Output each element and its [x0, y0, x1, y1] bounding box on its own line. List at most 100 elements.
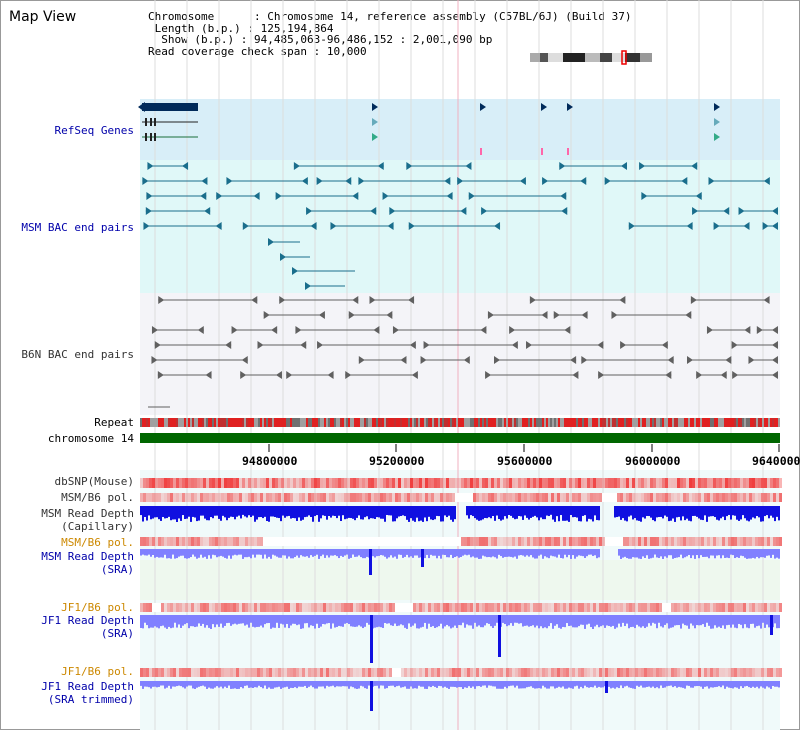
repeat-block: [240, 418, 242, 427]
read-depth-bar: [388, 615, 390, 624]
read-depth-bar: [142, 615, 144, 629]
variation-cell: [479, 603, 482, 612]
msm-bac-pair-end: [292, 267, 298, 275]
msm-bac-pair-end: [708, 177, 715, 185]
read-depth-bar: [584, 506, 586, 516]
variation-cell: [404, 478, 407, 488]
read-depth-bar: [140, 681, 142, 686]
read-depth-bar: [740, 681, 742, 687]
read-depth-bar: [458, 549, 460, 558]
variation-cell: [473, 537, 476, 546]
variation-cell: [644, 493, 647, 502]
variation-cell: [323, 493, 326, 502]
repeat-block: [582, 418, 584, 427]
variation-cell: [509, 537, 512, 546]
variation-cell: [599, 537, 602, 546]
variation-cell: [545, 537, 548, 546]
b6n-bac-pair-end: [240, 371, 247, 379]
repeat-block: [168, 418, 170, 427]
read-depth-bar: [342, 506, 344, 516]
track-label-msm-bac[interactable]: MSM BAC end pairs: [21, 221, 134, 234]
read-depth-bar: [682, 506, 684, 517]
read-depth-bar: [526, 506, 528, 518]
repeat-block: [220, 418, 222, 427]
read-depth-bar: [744, 681, 746, 687]
variation-cell: [548, 493, 551, 502]
read-depth-bar: [260, 506, 262, 518]
gene-exon: [154, 118, 156, 126]
variation-cell: [323, 478, 326, 488]
read-depth-bar: [278, 615, 280, 628]
variation-cell: [557, 478, 560, 488]
read-depth-bar: [646, 549, 648, 556]
region-info: Chromosome : Chromosome 14, reference as…: [148, 10, 632, 58]
read-depth-bar: [450, 681, 452, 687]
read-depth-bar: [424, 615, 426, 623]
read-depth-bar: [182, 549, 184, 556]
read-depth-bar: [534, 506, 536, 516]
read-depth-bar: [376, 681, 378, 686]
read-depth-bar: [552, 549, 554, 557]
read-depth-bar: [720, 549, 722, 559]
read-depth-bar: [674, 549, 676, 558]
variation-cell: [680, 478, 683, 488]
variation-cell: [191, 668, 194, 677]
read-depth-bar: [444, 681, 446, 687]
repeat-block: [718, 418, 720, 427]
variation-cell: [584, 668, 587, 677]
variation-cell: [242, 603, 245, 612]
read-depth-bar: [352, 506, 354, 519]
variation-cell: [662, 537, 665, 546]
variation-cell: [653, 668, 656, 677]
variation-cell: [281, 668, 284, 677]
variation-cell: [299, 493, 302, 502]
variation-cell: [191, 478, 194, 488]
variation-cell: [269, 668, 272, 677]
read-depth-bar: [526, 549, 528, 556]
read-depth-bar: [728, 615, 730, 625]
read-depth-bar: [180, 506, 182, 521]
read-depth-bar: [662, 615, 664, 628]
variation-cell: [197, 537, 200, 546]
repeat-block: [404, 418, 406, 427]
read-depth-bar: [588, 506, 590, 519]
read-depth-bar: [248, 615, 250, 628]
read-depth-bar: [638, 549, 640, 559]
variation-cell: [476, 493, 479, 502]
track-label-b6n-bac[interactable]: B6N BAC end pairs: [21, 348, 134, 361]
read-depth-bar: [282, 681, 284, 688]
read-depth-bar: [494, 681, 496, 687]
read-depth-bar: [472, 681, 474, 687]
variation-cell: [605, 478, 608, 488]
read-depth-bar: [416, 506, 418, 518]
repeat-block: [510, 418, 512, 427]
read-depth-bar: [340, 506, 342, 522]
track-label-refseq[interactable]: RefSeq Genes: [54, 124, 134, 137]
variation-cell: [437, 668, 440, 677]
variation-cell: [380, 603, 383, 612]
variation-cell: [395, 603, 398, 612]
repeat-block: [524, 418, 526, 427]
read-depth-bar: [670, 681, 672, 686]
read-depth-bar: [170, 681, 172, 689]
variation-cell: [401, 537, 404, 546]
variation-cell: [551, 493, 554, 502]
repeat-block: [768, 418, 770, 427]
variation-cell: [452, 493, 455, 502]
repeat-block: [292, 418, 294, 427]
read-depth-bar: [168, 681, 170, 686]
variation-cell: [617, 603, 620, 612]
read-depth-bar: [344, 615, 346, 624]
variation-cell: [665, 537, 668, 546]
read-depth-bar: [522, 681, 524, 689]
read-depth-bar: [716, 506, 718, 520]
read-depth-bar: [276, 549, 278, 557]
read-depth-bar: [574, 681, 576, 687]
read-depth-bar: [268, 506, 270, 522]
variation-cell: [338, 603, 341, 612]
variation-cell: [146, 493, 149, 502]
repeat-block: [474, 418, 476, 427]
read-depth-bar: [658, 615, 660, 623]
read-depth-bar: [760, 549, 762, 558]
